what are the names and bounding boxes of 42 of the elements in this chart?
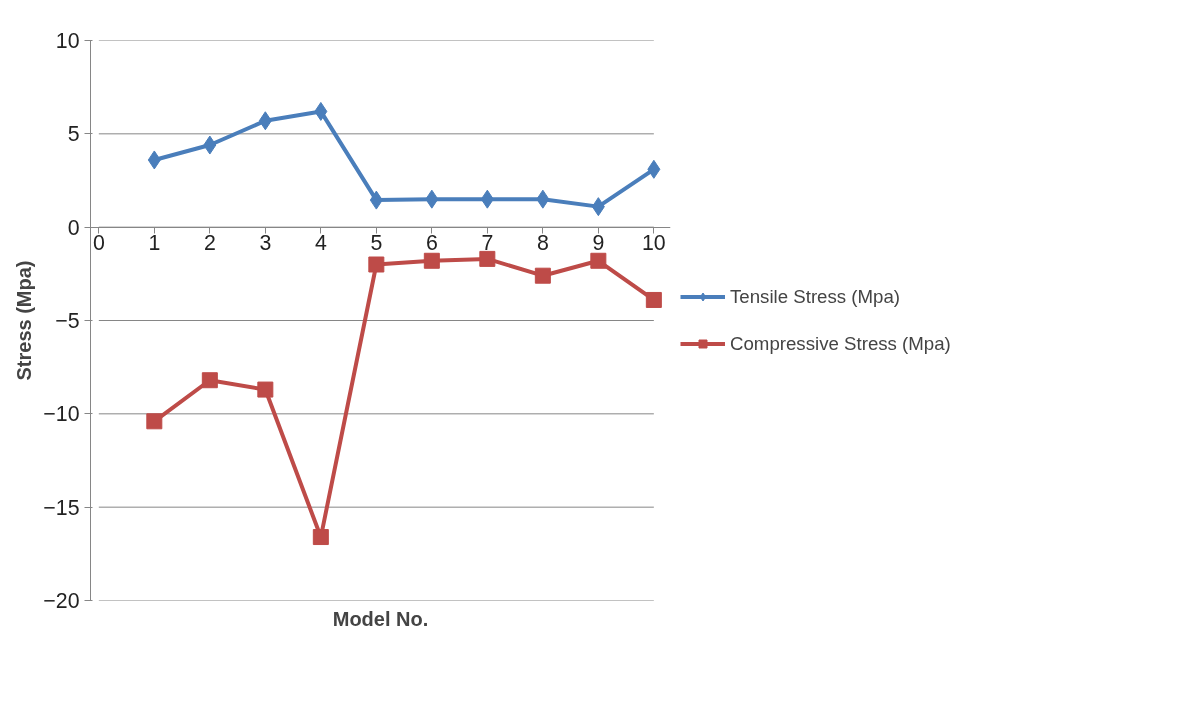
- x-tick-label: 4: [314, 231, 327, 256]
- point: [534, 267, 551, 284]
- point: [479, 250, 496, 267]
- legend-label: Tensile Stress (Mpa): [730, 285, 901, 308]
- legend-label: Compressive Stress (Mpa): [730, 332, 951, 355]
- x-tick-label: 6: [425, 231, 438, 256]
- point: [369, 190, 383, 210]
- y-tick-label: −20: [43, 589, 80, 613]
- point: [314, 101, 328, 121]
- point: [591, 197, 605, 217]
- y-tick-label: 5: [67, 122, 80, 147]
- y-tick-label: −15: [43, 495, 80, 520]
- y-tick-label: −5: [55, 309, 80, 333]
- point: [536, 189, 550, 209]
- point: [647, 159, 661, 179]
- x-tick-label: 5: [370, 231, 383, 256]
- x-tick-label: 3: [259, 231, 272, 256]
- x-tick-label: 0: [92, 231, 105, 256]
- x-tick-label: 7: [481, 231, 494, 256]
- point: [203, 135, 217, 155]
- y-tick-label: 10: [55, 29, 80, 53]
- y-tick-label: −10: [43, 402, 80, 427]
- x-tick-label: 8: [536, 231, 549, 256]
- x-tick-label: 10: [641, 231, 666, 256]
- x-tick-label: 2: [203, 231, 216, 256]
- y-axis-title: Stress (Mpa): [13, 260, 36, 381]
- point: [368, 256, 385, 273]
- point: [312, 529, 329, 546]
- y-tick-label: 0: [67, 215, 80, 240]
- point: [645, 291, 662, 308]
- point: [147, 150, 161, 170]
- point: [590, 252, 607, 269]
- point: [480, 189, 494, 209]
- x-tick-label: 9: [592, 231, 605, 256]
- x-tick-label: 1: [148, 231, 161, 256]
- x-axis-title: Model No.: [332, 607, 429, 630]
- point: [201, 372, 218, 389]
- point: [146, 413, 163, 430]
- point: [258, 111, 272, 131]
- point: [425, 189, 439, 209]
- point: [423, 252, 440, 269]
- point: [257, 381, 274, 398]
